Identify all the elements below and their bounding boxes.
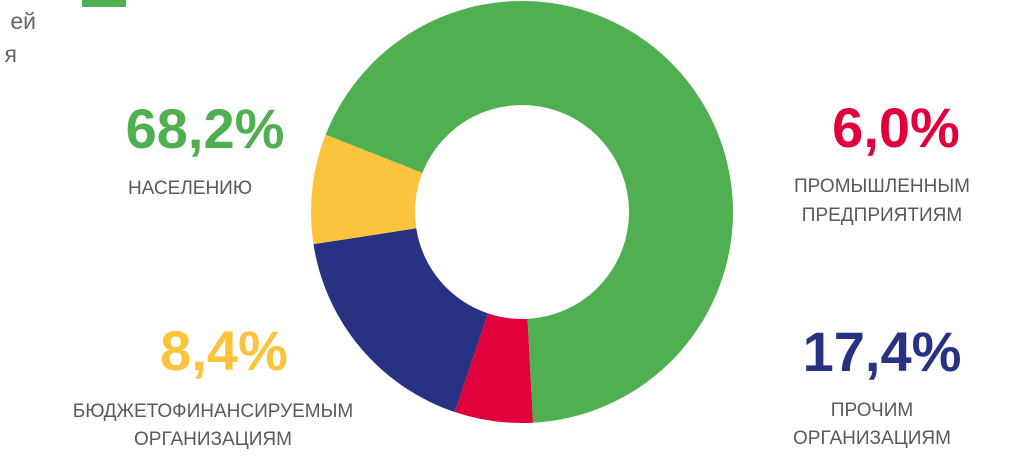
- category-label-budget-line2: ОРГАНИЗАЦИЯМ: [134, 429, 292, 450]
- category-label-population: НАСЕЛЕНИЮ: [128, 178, 252, 199]
- slice-other: [313, 228, 488, 412]
- pct-label-industrial: 6,0%: [832, 96, 960, 159]
- donut-slices: [311, 1, 733, 424]
- pct-label-other: 17,4%: [803, 320, 962, 383]
- legend-swatch: [82, 0, 126, 7]
- category-label-other-line1: ПРОЧИМ: [831, 400, 913, 421]
- category-label-other-line2: ОРГАНИЗАЦИЯМ: [793, 428, 951, 449]
- slice-industrial: [454, 313, 534, 424]
- pct-label-budget: 8,4%: [160, 319, 288, 382]
- category-label-budget-line1: БЮДЖЕТОФИНАНСИРУЕМЫМ: [73, 401, 354, 422]
- slice-budget: [311, 134, 423, 245]
- clipped-text-line-2: я: [4, 41, 17, 67]
- slice-population: [325, 1, 733, 423]
- category-label-industrial-line2: ПРЕДПРИЯТИЯМ: [802, 205, 962, 226]
- pct-label-population: 68,2%: [126, 97, 285, 160]
- category-label-industrial-line1: ПРОМЫШЛЕННЫМ: [794, 176, 970, 197]
- clipped-text-line-1: ей: [10, 8, 36, 34]
